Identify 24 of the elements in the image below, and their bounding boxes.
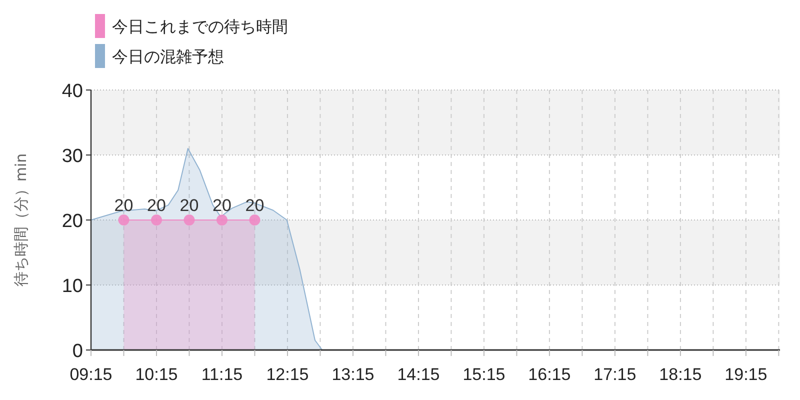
y-tick-label: 20 <box>62 211 83 232</box>
x-tick-label: 11:15 <box>201 365 243 384</box>
y-tick-label: 40 <box>62 81 83 102</box>
data-label: 20 <box>180 196 199 215</box>
data-label: 20 <box>245 196 264 215</box>
x-tick-label: 10:15 <box>135 365 178 384</box>
legend-label: 今日の混雑予想 <box>112 47 224 66</box>
x-tick-label: 09:15 <box>70 365 112 384</box>
x-tick-label: 18:15 <box>659 365 702 384</box>
y-tick-label: 30 <box>62 146 83 167</box>
data-label: 20 <box>114 196 134 215</box>
x-tick-label: 15:15 <box>462 365 506 384</box>
data-label: 20 <box>147 196 166 215</box>
x-tick-label: 14:15 <box>397 365 440 384</box>
x-tick-label: 19:15 <box>724 365 768 384</box>
y-tick-label: 10 <box>62 276 83 297</box>
legend-label: 今日これまでの待ち時間 <box>112 17 288 36</box>
x-tick-label: 13:15 <box>332 365 374 384</box>
data-label: 20 <box>212 196 232 215</box>
y-tick-label: 0 <box>72 341 83 362</box>
y-axis-title: 待ち時間（分）min <box>12 153 30 287</box>
x-tick-label: 12:15 <box>266 365 309 384</box>
x-tick-label: 16:15 <box>528 365 571 384</box>
x-tick-label: 17:15 <box>594 365 636 384</box>
